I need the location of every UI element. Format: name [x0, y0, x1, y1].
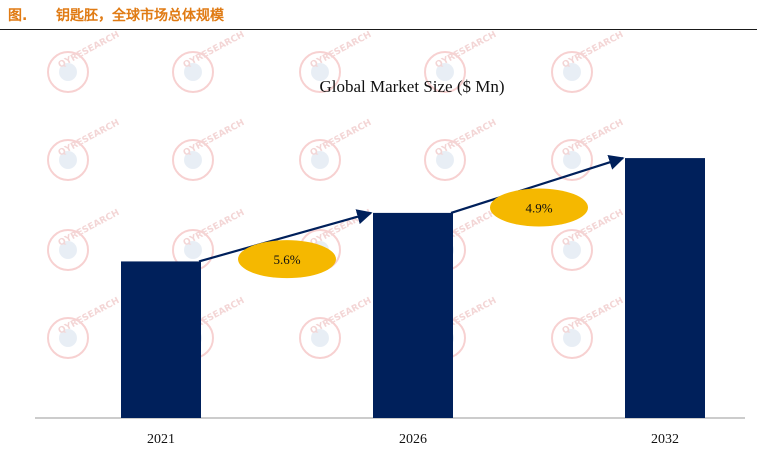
watermark-text: QYRESEARCH [57, 30, 122, 71]
watermark-stamp: QYRESEARCH [299, 118, 374, 181]
watermark-stamp: QYRESEARCH [551, 30, 626, 93]
watermark-stamp: QYRESEARCH [299, 296, 374, 359]
watermark-text: QYRESEARCH [182, 30, 247, 71]
bar-2032 [625, 158, 705, 418]
watermark-stamp: QYRESEARCH [47, 30, 122, 93]
watermark-text: QYRESEARCH [309, 118, 374, 159]
figure-caption: 钥匙胚，全球市场总体规模 [56, 8, 224, 24]
cagr-label: 4.9% [525, 200, 552, 215]
x-tick-label: 2026 [399, 432, 427, 447]
cagr-badge [238, 240, 336, 279]
cagr-label: 5.6% [273, 252, 300, 267]
watermark-text: QYRESEARCH [561, 118, 626, 159]
watermark-text: QYRESEARCH [434, 30, 499, 71]
cagr-badge [490, 188, 588, 227]
watermark-stamp: QYRESEARCH [47, 118, 122, 181]
watermark-stamp: QYRESEARCH [551, 296, 626, 359]
watermark-stamp: QYRESEARCH [424, 118, 499, 181]
watermark-text: QYRESEARCH [561, 296, 626, 337]
watermark-text: QYRESEARCH [57, 208, 122, 249]
bar-series [121, 158, 705, 418]
watermark-stamp: QYRESEARCH [551, 118, 626, 181]
watermark-text: QYRESEARCH [309, 30, 374, 71]
watermark-text: QYRESEARCH [57, 296, 122, 337]
watermark-stamp: QYRESEARCH [172, 118, 247, 181]
watermark-text: QYRESEARCH [561, 30, 626, 71]
bar-2021 [121, 261, 201, 418]
watermark-stamp: QYRESEARCH [172, 30, 247, 93]
watermark-stamp: QYRESEARCH [172, 208, 247, 271]
x-tick-label: 2032 [651, 432, 679, 447]
growth-arrow [198, 209, 373, 263]
watermark-stamp: QYRESEARCH [47, 208, 122, 271]
figure-header: 图. 钥匙胚，全球市场总体规模 [0, 0, 757, 30]
watermark-text: QYRESEARCH [434, 118, 499, 159]
x-tick-labels: 2021 2026 2032 [147, 432, 679, 447]
figure-label: 图. [8, 8, 28, 24]
growth-arrows: 5.6% 4.9% [198, 154, 625, 279]
watermark-text: QYRESEARCH [57, 118, 122, 159]
bar-2026 [373, 212, 453, 418]
watermark-text: QYRESEARCH [182, 208, 247, 249]
watermark-text: QYRESEARCH [309, 296, 374, 337]
growth-arrow [450, 154, 625, 214]
chart-title: Global Market Size ($ Mn) [319, 77, 504, 96]
watermark-text: QYRESEARCH [182, 118, 247, 159]
watermark-stamp: QYRESEARCH [47, 296, 122, 359]
x-tick-label: 2021 [147, 432, 175, 447]
